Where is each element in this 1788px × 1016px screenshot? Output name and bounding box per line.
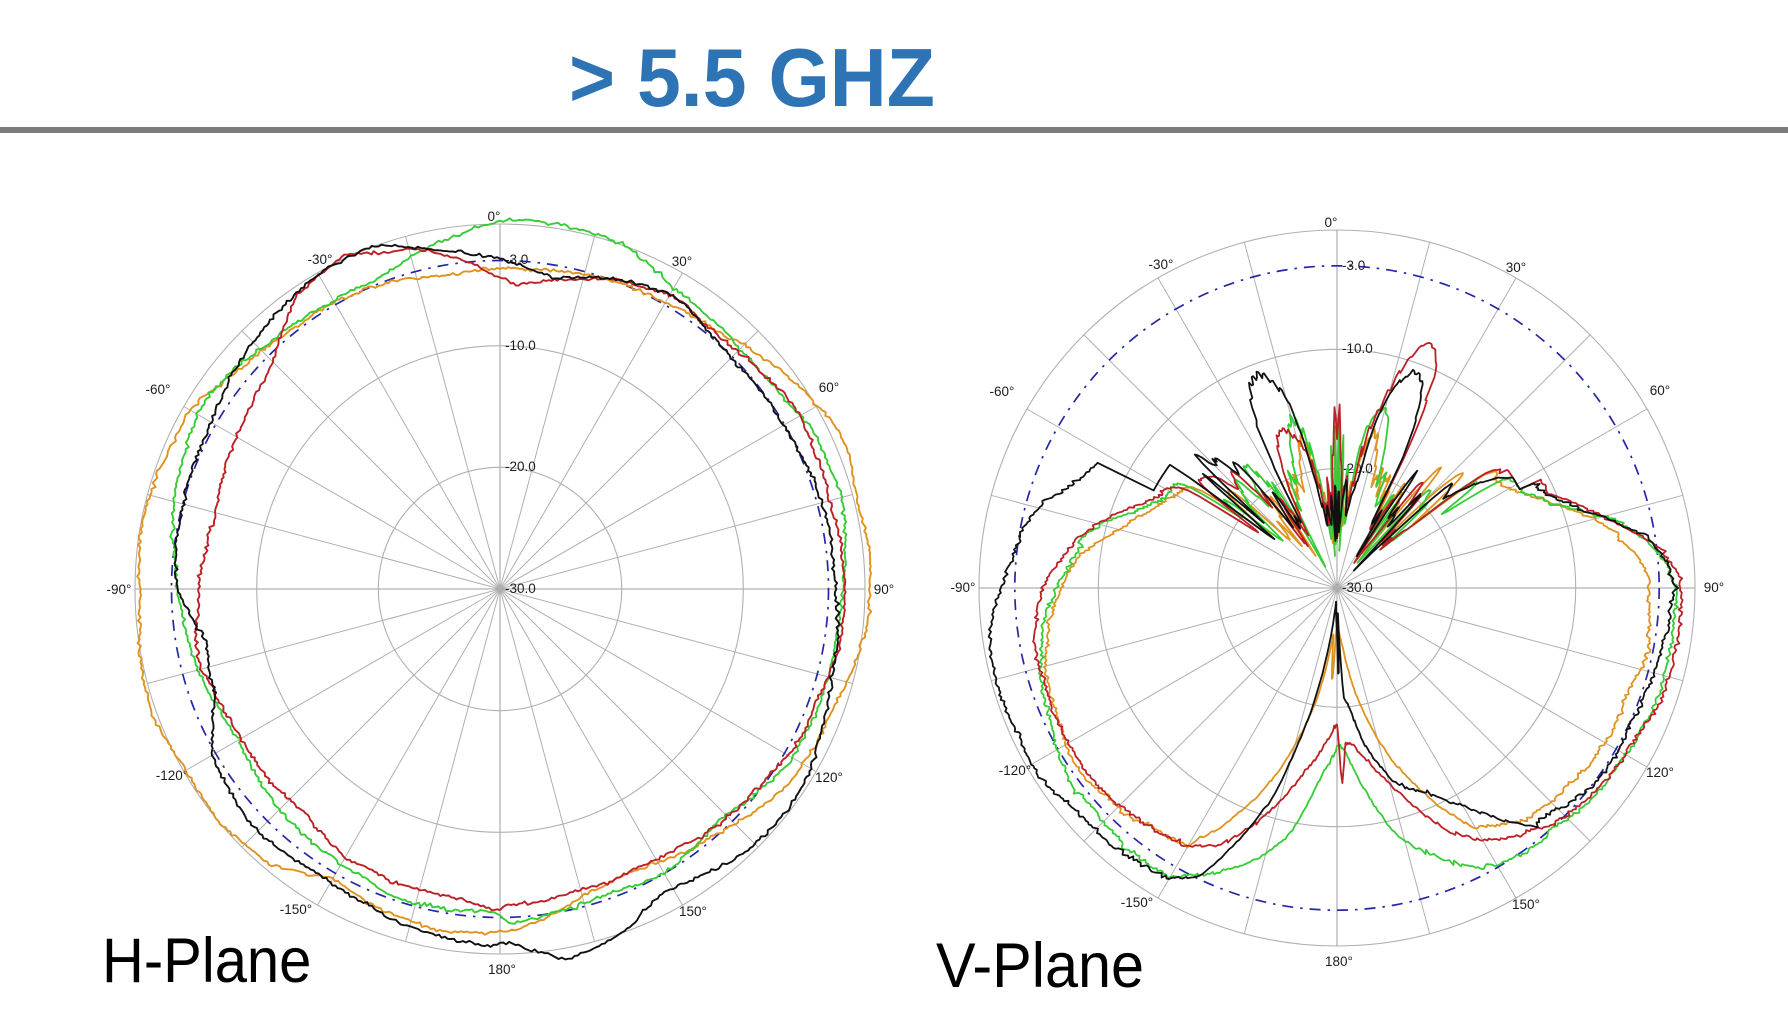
svg-text:0°: 0° [1325, 215, 1338, 230]
svg-text:-30.0: -30.0 [505, 581, 536, 596]
svg-text:-150°: -150° [280, 902, 312, 917]
svg-text:30°: 30° [672, 254, 692, 269]
svg-text:-60°: -60° [990, 384, 1015, 399]
svg-text:150°: 150° [1512, 897, 1540, 912]
svg-text:90°: 90° [1704, 580, 1724, 595]
svg-text:-120°: -120° [156, 768, 188, 783]
svg-text:150°: 150° [679, 904, 707, 919]
svg-text:30°: 30° [1506, 260, 1526, 275]
svg-text:-10.0: -10.0 [505, 338, 536, 353]
svg-text:-10.0: -10.0 [1342, 341, 1373, 356]
svg-text:-30.0: -30.0 [1342, 580, 1373, 595]
svg-text:-3.0: -3.0 [1342, 258, 1365, 273]
svg-text:0°: 0° [488, 209, 501, 224]
svg-text:-3.0: -3.0 [505, 252, 528, 267]
svg-text:-90°: -90° [107, 582, 132, 597]
svg-text:120°: 120° [1646, 765, 1674, 780]
svg-text:-150°: -150° [1121, 895, 1153, 910]
svg-text:90°: 90° [874, 582, 894, 597]
svg-text:-60°: -60° [146, 382, 171, 397]
svg-text:-120°: -120° [999, 763, 1031, 778]
svg-text:120°: 120° [815, 770, 843, 785]
svg-text:60°: 60° [819, 380, 839, 395]
svg-text:-20.0: -20.0 [505, 459, 536, 474]
svg-text:-30°: -30° [1149, 257, 1174, 272]
svg-text:-30°: -30° [308, 252, 333, 267]
svg-text:60°: 60° [1650, 383, 1670, 398]
svg-text:180°: 180° [1325, 954, 1353, 969]
svg-text:180°: 180° [488, 962, 516, 977]
svg-text:-90°: -90° [951, 580, 976, 595]
